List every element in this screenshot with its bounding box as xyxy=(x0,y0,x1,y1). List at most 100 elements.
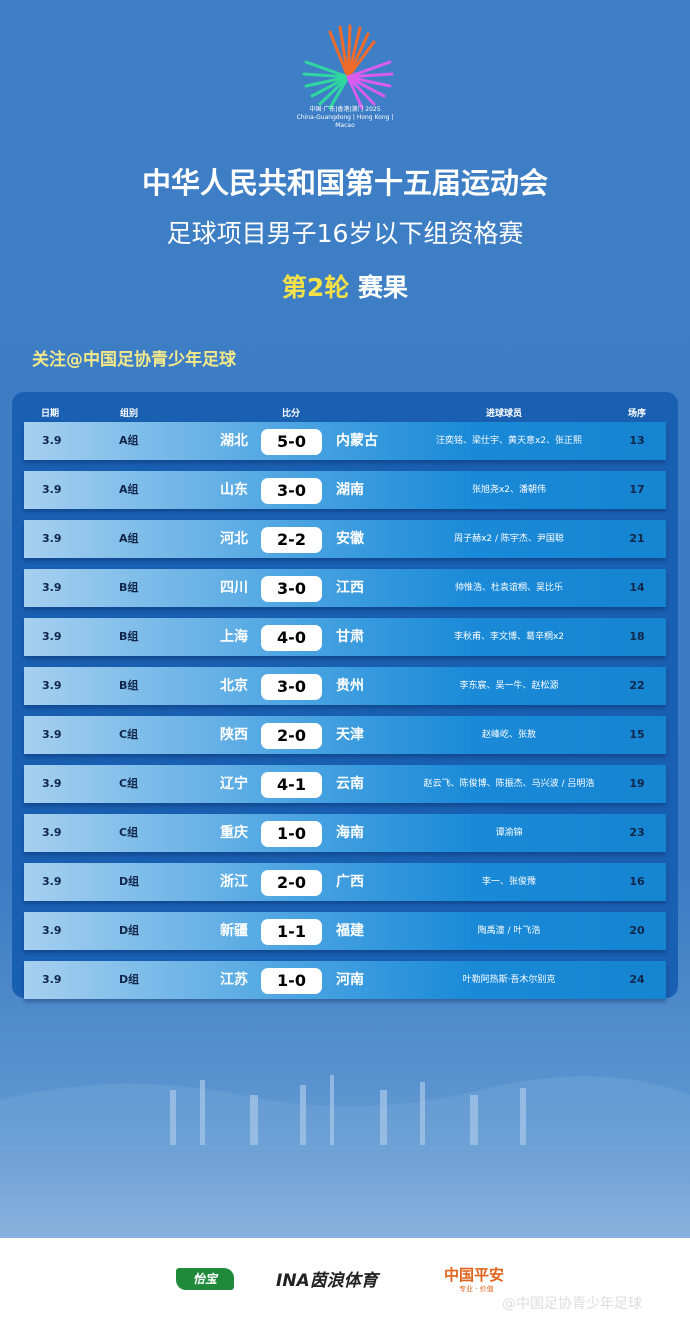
goal-scorers: 周子赫x2 / 陈宇杰、尹国聪 xyxy=(454,534,564,544)
col-score: 比分 xyxy=(282,409,301,419)
match-group: A组 xyxy=(119,483,139,496)
match-score: 2-0 xyxy=(261,870,322,896)
away-team: 天津 xyxy=(336,727,364,743)
home-team: 河北 xyxy=(220,531,248,547)
match-date: 3.9 xyxy=(42,581,62,594)
round-suffix: 赛果 xyxy=(358,273,409,302)
table-row: 3.9 B组 四川 3-0 江西 帅惟浩、杜袁谊桐、吴比乐 14 xyxy=(24,569,666,607)
goal-scorers: 帅惟浩、杜袁谊桐、吴比乐 xyxy=(454,583,563,593)
match-date: 3.9 xyxy=(42,875,62,888)
table-row: 3.9 B组 上海 4-0 甘肃 李秋甫、李文博、葛辛桐x2 18 xyxy=(24,618,666,656)
skyline-decoration xyxy=(0,1075,690,1150)
match-date: 3.9 xyxy=(42,826,62,839)
away-team: 甘肃 xyxy=(336,629,364,645)
home-team: 山东 xyxy=(220,482,248,498)
goal-scorers: 李秋甫、李文博、葛辛桐x2 xyxy=(453,632,565,642)
match-group: B组 xyxy=(119,679,139,692)
table-row: 3.9 D组 江苏 1-0 河南 叶勒阿热斯·吾木尔别克 24 xyxy=(24,961,666,999)
match-number: 20 xyxy=(629,924,645,937)
match-score: 5-0 xyxy=(261,429,322,455)
logo-caption-en: China-Guangdong | Hong Kong | Macao xyxy=(296,114,394,129)
match-number: 21 xyxy=(629,532,645,545)
table-row: 3.9 A组 山东 3-0 湖南 张旭尧x2、潘朝伟 17 xyxy=(24,471,666,509)
match-number: 17 xyxy=(629,483,645,496)
away-team: 广西 xyxy=(336,874,364,890)
table-row: 3.9 C组 辽宁 4-1 云南 赵云飞、陈俊博、陈振杰、马兴波 / 吕明浩 19 xyxy=(24,765,666,803)
home-team: 四川 xyxy=(220,580,248,596)
home-team: 浙江 xyxy=(220,874,248,890)
match-date: 3.9 xyxy=(42,973,62,986)
match-group: B组 xyxy=(119,630,139,643)
match-group: C组 xyxy=(119,777,139,790)
match-number: 16 xyxy=(629,875,645,888)
watermark: @中国足协青少年足球 xyxy=(502,1296,642,1312)
follow-text: 关注@中国足协青少年足球 xyxy=(32,350,236,370)
away-team: 江西 xyxy=(336,580,364,596)
goal-scorers: 汪奕铭、梁仕宇、黄天意x2、张正熙 xyxy=(435,436,583,446)
match-group: A组 xyxy=(119,532,139,545)
match-number: 22 xyxy=(629,679,645,692)
match-number: 15 xyxy=(629,728,645,741)
match-group: D组 xyxy=(119,875,140,888)
match-score: 4-0 xyxy=(261,625,322,651)
sponsor-bar xyxy=(0,1238,690,1317)
table-row: 3.9 A组 湖北 5-0 内蒙古 汪奕铭、梁仕宇、黄天意x2、张正熙 13 xyxy=(24,422,666,460)
goal-scorers: 谭渝锦 xyxy=(495,828,523,838)
match-date: 3.9 xyxy=(42,777,62,790)
away-team: 内蒙古 xyxy=(336,433,378,449)
goal-scorers: 赵峰屹、张敖 xyxy=(481,730,536,740)
logo-caption-cn: 中国·广东|香港|澳门 2025 xyxy=(309,106,381,113)
match-date: 3.9 xyxy=(42,630,62,643)
home-team: 上海 xyxy=(220,629,248,645)
away-team: 云南 xyxy=(336,776,364,792)
match-score: 4-1 xyxy=(261,772,322,798)
table-row: 3.9 D组 新疆 1-1 福建 陶禹潼 / 叶飞浩 20 xyxy=(24,912,666,950)
goal-scorers: 陶禹潼 / 叶飞浩 xyxy=(477,926,541,936)
sponsor-tagline: 专业 · 价值 xyxy=(459,1285,494,1293)
match-date: 3.9 xyxy=(42,532,62,545)
round-title: 第2轮 赛果 xyxy=(0,268,690,304)
home-team: 江苏 xyxy=(220,972,248,988)
match-number: 19 xyxy=(629,777,645,790)
table-row: 3.9 B组 北京 3-0 贵州 李东宸、吴一牛、赵松源 22 xyxy=(24,667,666,705)
home-team: 重庆 xyxy=(220,825,248,841)
sponsor-logo-pingan: 中国平安 xyxy=(444,1266,505,1284)
results-table: 日期 组别 比分 进球球员 场序 3.9 A组 湖北 5-0 内蒙古 汪奕铭、梁仕宇、黄天… xyxy=(12,392,678,999)
match-number: 13 xyxy=(629,434,645,447)
sponsor-logo-ina: INA茵浪体育 xyxy=(276,1271,378,1291)
goal-scorers: 张旭尧x2、潘朝伟 xyxy=(471,485,547,495)
match-group: D组 xyxy=(119,924,140,937)
away-team: 湖南 xyxy=(336,482,364,498)
home-team: 新疆 xyxy=(220,923,248,939)
away-team: 海南 xyxy=(336,825,364,841)
table-row: 3.9 A组 河北 2-2 安徽 周子赫x2 / 陈宇杰、尹国聪 21 xyxy=(24,520,666,558)
away-team: 贵州 xyxy=(336,678,364,694)
home-team: 北京 xyxy=(220,678,248,694)
goal-scorers: 李东宸、吴一牛、赵松源 xyxy=(459,681,559,691)
goal-scorers: 叶勒阿热斯·吾木尔别克 xyxy=(462,975,556,985)
goal-scorers: 赵云飞、陈俊博、陈振杰、马兴波 / 吕明浩 xyxy=(423,779,595,789)
col-group: 组别 xyxy=(120,409,139,419)
page-subtitle: 足球项目男子16岁以下组资格赛 xyxy=(166,219,524,248)
match-score: 2-2 xyxy=(261,527,322,553)
match-score: 3-0 xyxy=(261,478,322,504)
match-score: 3-0 xyxy=(261,576,322,602)
match-date: 3.9 xyxy=(42,924,62,937)
col-match-no: 场序 xyxy=(628,409,647,419)
match-number: 18 xyxy=(629,630,645,643)
home-team: 辽宁 xyxy=(220,776,248,792)
table-row: 3.9 C组 陕西 2-0 天津 赵峰屹、张敖 15 xyxy=(24,716,666,754)
home-team: 陕西 xyxy=(220,727,248,743)
match-date: 3.9 xyxy=(42,728,62,741)
away-team: 安徽 xyxy=(336,531,364,547)
match-date: 3.9 xyxy=(42,483,62,496)
games-logo-icon xyxy=(302,24,394,110)
match-score: 2-0 xyxy=(261,723,322,749)
sponsor-logo-yibao: 怡宝 xyxy=(176,1268,234,1290)
home-team: 湖北 xyxy=(220,433,248,449)
page-title: 中华人民共和国第十五届运动会 xyxy=(141,166,548,200)
match-group: C组 xyxy=(119,728,139,741)
match-group: C组 xyxy=(119,826,139,839)
away-team: 福建 xyxy=(336,923,364,939)
match-score: 1-1 xyxy=(261,919,322,945)
